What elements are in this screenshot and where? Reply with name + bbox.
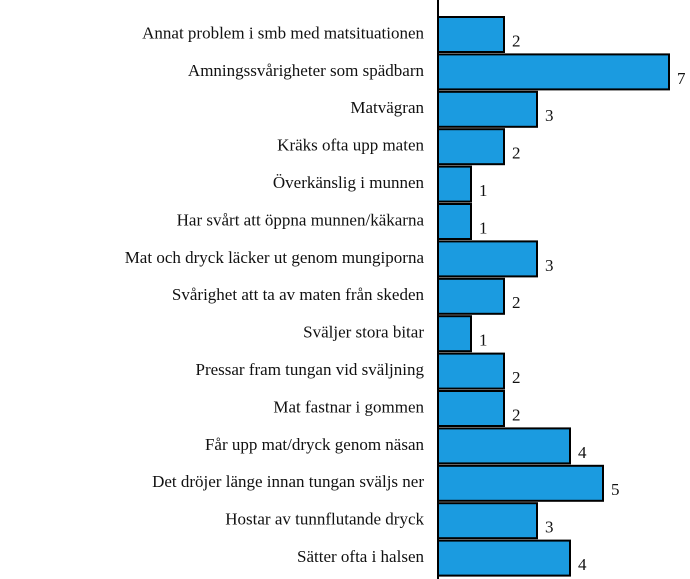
bar	[437, 203, 472, 240]
value-label: 3	[545, 106, 554, 125]
bar	[437, 165, 472, 203]
category-label: Det dröjer länge innan tungan sväljs ner	[152, 472, 424, 491]
bar	[437, 240, 538, 278]
value-label: 4	[578, 555, 587, 574]
category-label: Svårighet att ta av maten från skeden	[172, 285, 425, 304]
category-label: Mat och dryck läcker ut genom mungiporna	[125, 248, 425, 267]
value-label: 3	[545, 256, 554, 275]
value-label: 1	[479, 331, 488, 350]
category-label: Mat fastnar i gommen	[273, 397, 424, 416]
bar	[437, 277, 505, 315]
bar	[437, 502, 538, 540]
bar	[437, 390, 505, 427]
bar	[437, 427, 571, 465]
value-label: 2	[512, 368, 521, 387]
category-label: Har svårt att öppna munnen/käkarna	[177, 210, 425, 229]
bar	[437, 352, 505, 390]
value-label: 2	[512, 31, 521, 50]
bar	[437, 539, 571, 577]
category-label: Sväljer stora bitar	[303, 323, 424, 342]
category-label: Pressar fram tungan vid sväljning	[195, 360, 424, 379]
category-label: Får upp mat/dryck genom näsan	[205, 435, 425, 454]
category-label: Amningssvårigheter som spädbarn	[188, 61, 425, 80]
value-label: 1	[479, 218, 488, 237]
bar	[437, 128, 505, 166]
bar	[437, 464, 604, 502]
value-label: 2	[512, 144, 521, 163]
category-label: Sätter ofta i halsen	[297, 547, 424, 566]
category-label: Matvägran	[350, 98, 424, 117]
bar	[437, 315, 472, 353]
value-label: 2	[512, 293, 521, 312]
bar	[437, 53, 670, 91]
category-label: Hostar av tunnflutande dryck	[225, 510, 424, 529]
value-label: 7	[677, 69, 686, 88]
value-label: 2	[512, 405, 521, 424]
category-label: Annat problem i smb med matsituationen	[142, 23, 424, 42]
value-label: 5	[611, 480, 620, 499]
category-label: Överkänslig i munnen	[273, 173, 425, 192]
bar	[437, 90, 538, 128]
bar	[437, 16, 505, 53]
value-label: 1	[479, 181, 488, 200]
category-label: Kräks ofta upp maten	[277, 136, 424, 155]
value-label: 3	[545, 518, 554, 537]
value-label: 4	[578, 443, 587, 462]
